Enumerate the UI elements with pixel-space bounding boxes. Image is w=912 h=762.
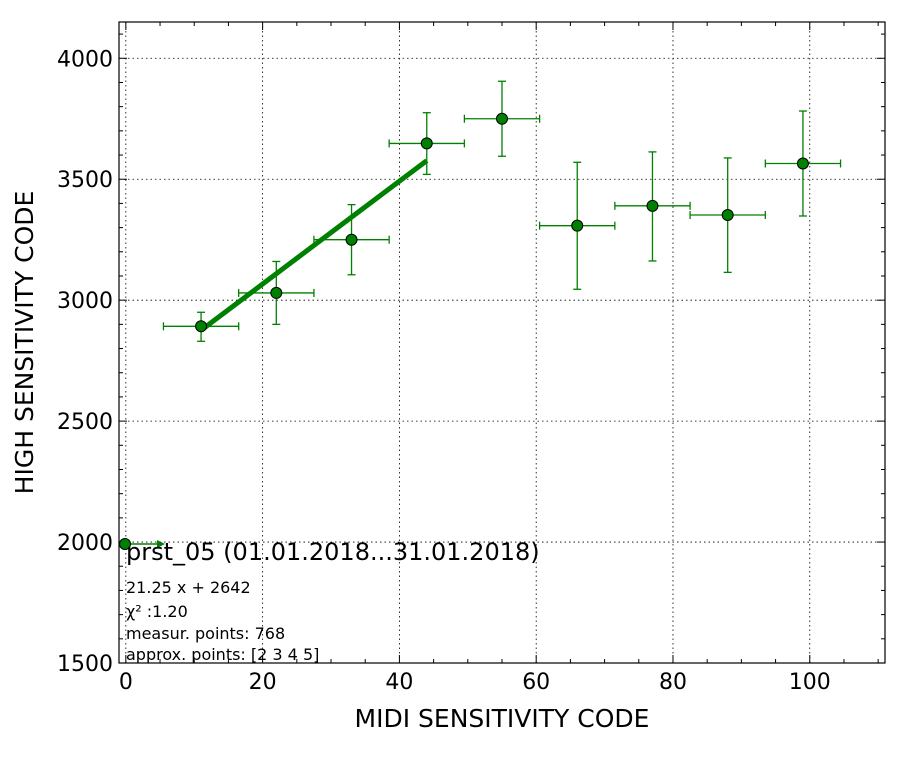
fit-layer [199,158,429,333]
data-marker [345,233,358,246]
data-point [463,80,541,157]
y-axis-label: HIGH SENSITIVITY CODE [10,191,39,495]
data-marker [270,286,283,299]
tick-labels: 0 20 40 60 80 100 1500 2000 2500 3000 3500 4000 [57,47,831,695]
x-tick-label: 60 [522,670,550,695]
x-tick-label: 40 [385,670,413,695]
y-tick-label: 2500 [57,410,113,435]
y-tick-label: 3500 [57,168,113,193]
fit-line [199,158,429,333]
data-point [614,151,691,262]
data-point [238,260,315,326]
data-marker [496,112,508,125]
data-point [538,161,616,290]
data-marker [796,157,809,170]
y-tick-label: 1500 [57,652,113,677]
y-tick-label: 3000 [57,289,113,314]
y-tick-label: 2000 [57,531,113,556]
chi-square: χ² :1.20 [126,602,188,621]
data-marker [420,137,433,150]
data-marker [721,209,734,222]
data-marker [195,320,208,333]
legend-title: prst_05 (01.01.2018...31.01.2018) [126,538,540,566]
measured-points: measur. points: 768 [126,624,285,643]
x-axis-label: MIDI SENSITIVITY CODE [355,704,650,733]
plot-frame [118,21,886,664]
data-point [388,112,466,176]
data-points [162,80,842,342]
x-tick-label: 20 [249,670,277,695]
y-tick-label: 4000 [57,47,113,72]
data-point [313,203,390,276]
x-tick-label: 0 [119,670,133,695]
data-marker [571,219,584,232]
legend: prst_05 (01.01.2018...31.01.2018) 21.25 … [119,538,540,664]
data-point [689,157,766,274]
approx-points: approx. points: [2 3 4 5] [126,645,319,664]
axis-ticks [119,22,885,664]
data-point [764,110,842,217]
data-marker [646,199,659,212]
legend-arrow-head [157,540,165,548]
data-point [162,311,240,342]
fit-equation: 21.25 x + 2642 [126,578,251,597]
x-tick-label: 80 [659,670,687,695]
x-tick-label: 100 [789,670,831,695]
legend-marker [119,538,131,550]
